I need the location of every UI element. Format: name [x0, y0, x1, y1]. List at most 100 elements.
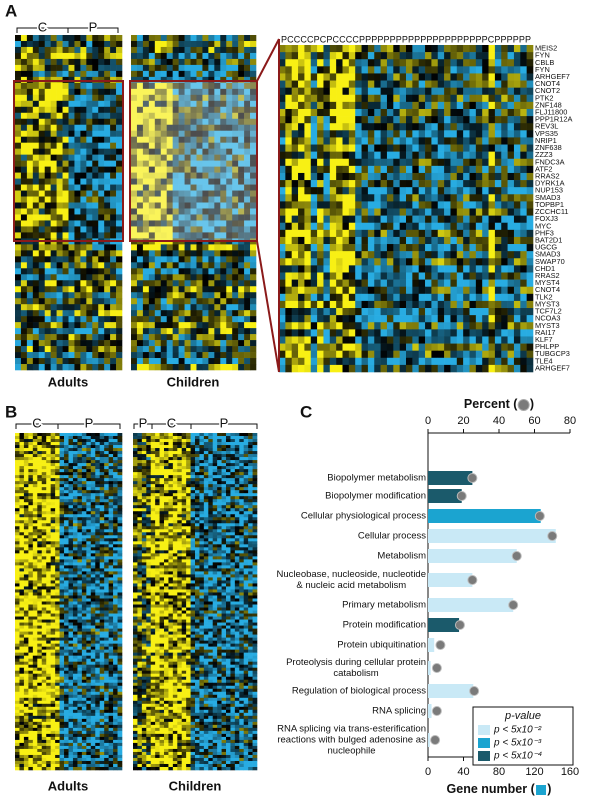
- heatmap-cell: [110, 364, 117, 371]
- heatmap-cell: [19, 532, 25, 536]
- heatmap-cell: [190, 142, 197, 149]
- heatmap-cell: [310, 187, 318, 195]
- heatmap-cell: [110, 340, 117, 347]
- heatmap-cell: [418, 52, 426, 60]
- heatmap-cell: [72, 433, 78, 437]
- heatmap-cell: [232, 220, 239, 227]
- group-bracket: [67, 27, 119, 33]
- heatmap-cell: [148, 262, 156, 269]
- heatmap-cell: [15, 196, 22, 203]
- heatmap-cell: [507, 286, 515, 295]
- heatmap-cell: [393, 158, 400, 167]
- heatmap-cell: [298, 52, 305, 60]
- heatmap-cell: [196, 214, 203, 221]
- heatmap-cell: [86, 439, 92, 443]
- heatmap-cell: [184, 262, 191, 269]
- heatmap-cell: [104, 70, 111, 78]
- heatmap-cell: [291, 59, 299, 67]
- heatmap-cell: [160, 58, 168, 66]
- heatmap-cell: [38, 82, 46, 90]
- heatmap-cell: [19, 526, 25, 530]
- heatmap-cell: [160, 178, 168, 185]
- heatmap-cell: [38, 334, 46, 341]
- heatmap-cell: [26, 340, 34, 347]
- heatmap-cell: [238, 286, 245, 293]
- heatmap-cell: [526, 73, 534, 81]
- heatmap-cell: [202, 58, 209, 66]
- heatmap-cell: [117, 496, 123, 500]
- heatmap-cell: [62, 232, 69, 239]
- heatmap-cell: [64, 529, 69, 533]
- heatmap-cell: [148, 166, 156, 173]
- heatmap-cell: [55, 538, 60, 542]
- heatmap-cell: [469, 66, 477, 74]
- heatmap-cell: [23, 520, 29, 524]
- heatmap-cell: [68, 262, 75, 269]
- heatmap-cell: [348, 315, 356, 323]
- heatmap-cell: [68, 244, 75, 251]
- heatmap-cell: [361, 308, 369, 316]
- heatmap-cell: [232, 334, 239, 341]
- heatmap-cell: [437, 222, 445, 231]
- heatmap-cell: [374, 80, 381, 88]
- heatmap-cell: [336, 151, 343, 160]
- heatmap-cell: [32, 511, 38, 515]
- heatmap-cell: [19, 520, 25, 524]
- heatmap-cell: [232, 178, 239, 185]
- heatmap-cell: [15, 202, 22, 209]
- heatmap-cell: [142, 190, 150, 197]
- heatmap-cell: [196, 166, 203, 173]
- heatmap-cell: [507, 215, 515, 224]
- heatmap-cell: [86, 280, 93, 287]
- heatmap-cell: [361, 236, 369, 245]
- heatmap-cell: [285, 350, 292, 359]
- heatmap-cell: [160, 40, 168, 48]
- heatmap-cell: [131, 178, 138, 185]
- heatmap-cell: [279, 45, 286, 53]
- heatmap-cell: [238, 148, 245, 155]
- heatmap-cell: [463, 66, 470, 74]
- heatmap-cell: [99, 481, 105, 485]
- heatmap-cell: [95, 469, 101, 473]
- heatmap-cell: [50, 328, 57, 335]
- heatmap-cell: [196, 286, 203, 293]
- heatmap-cell: [148, 136, 156, 143]
- heatmap-cell: [148, 274, 156, 281]
- heatmap-cell: [166, 352, 173, 359]
- heatmap-cell: [50, 310, 57, 317]
- heatmap-cell: [412, 45, 419, 53]
- heatmap-cell: [374, 158, 381, 167]
- heatmap-cell: [437, 208, 445, 216]
- heatmap-cell: [184, 250, 191, 257]
- heatmap-cell: [393, 194, 400, 202]
- heatmap-cell: [142, 130, 150, 137]
- heatmap-cell: [166, 250, 173, 257]
- heatmap-cell: [220, 280, 227, 287]
- heatmap-cell: [108, 469, 114, 473]
- heatmap-cell: [323, 52, 331, 60]
- heatmap-cell: [55, 442, 60, 446]
- heatmap-cell: [15, 523, 20, 527]
- heatmap-cell: [104, 220, 111, 227]
- heatmap-cell: [190, 172, 197, 179]
- heatmap-cell: [367, 308, 375, 316]
- heatmap-cell: [355, 350, 362, 359]
- heatmap-cell: [116, 262, 123, 269]
- heatmap-cell: [28, 541, 34, 545]
- heatmap-cell: [406, 130, 413, 138]
- heatmap-cell: [386, 80, 394, 88]
- heatmap-cell: [361, 52, 369, 60]
- heatmap-cell: [220, 172, 227, 179]
- heatmap-cell: [342, 258, 350, 266]
- heatmap-cell: [425, 116, 432, 124]
- heatmap-cell: [131, 334, 138, 341]
- heatmap-cell: [81, 484, 87, 488]
- heatmap-cell: [166, 136, 173, 143]
- heatmap-cell: [279, 208, 286, 216]
- heatmap-cell: [196, 136, 203, 143]
- heatmap-cell: [456, 265, 464, 273]
- heatmap-cell: [520, 158, 527, 167]
- heatmap-cell: [46, 484, 51, 488]
- heatmap-cell: [250, 220, 257, 227]
- heatmap-cell: [348, 244, 356, 252]
